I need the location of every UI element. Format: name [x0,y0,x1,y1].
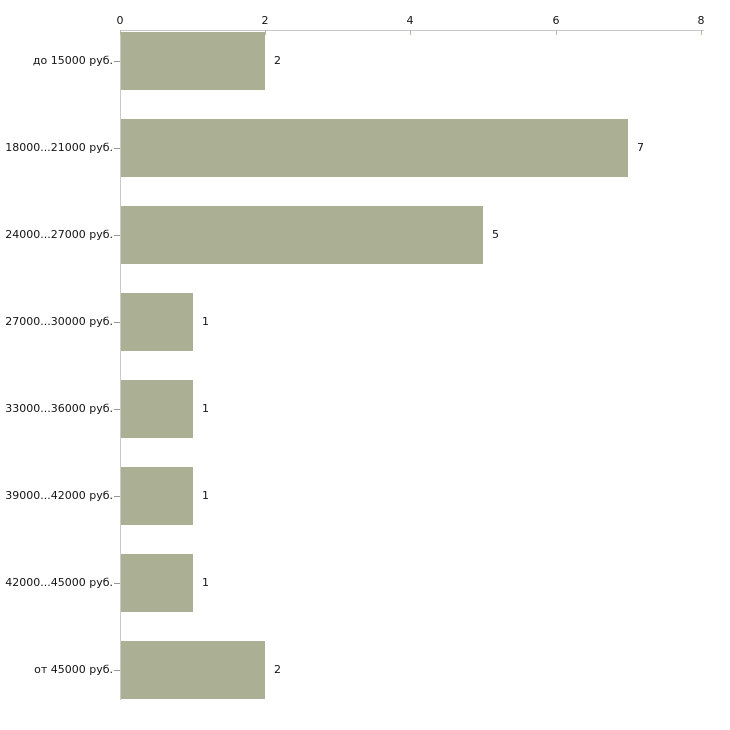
bar [121,467,193,525]
category-tick-mark [114,583,120,584]
category-label: 39000...42000 руб. [5,489,113,502]
bar [121,119,628,177]
bar [121,293,193,351]
x-axis-tick-label: 2 [261,14,269,27]
category-tick-mark [114,496,120,497]
bar-value-label: 5 [492,228,499,241]
x-axis-tick-mark [265,30,266,35]
y-axis-line [120,30,121,700]
category-tick-mark [114,61,120,62]
category-tick-mark [114,235,120,236]
category-label: 27000...30000 руб. [5,315,113,328]
bar-value-label: 7 [637,141,644,154]
category-tick-mark [114,670,120,671]
category-label: 42000...45000 руб. [5,576,113,589]
category-label: 18000...21000 руб. [5,141,113,154]
x-axis-tick-label: 6 [552,14,560,27]
x-axis-tick-mark [701,30,702,35]
bar-value-label: 1 [202,315,209,328]
category-label: до 15000 руб. [32,54,113,67]
bar [121,32,265,90]
x-axis-tick-label: 4 [406,14,414,27]
category-label: 24000...27000 руб. [5,228,113,241]
bar [121,554,193,612]
bar [121,206,483,264]
bar [121,380,193,438]
x-axis-tick-mark [556,30,557,35]
category-tick-mark [114,409,120,410]
category-tick-mark [114,148,120,149]
bar-value-label: 1 [202,402,209,415]
x-axis-line [120,30,704,31]
bar-value-label: 2 [274,663,281,676]
x-axis-tick-mark [410,30,411,35]
bar-value-label: 1 [202,576,209,589]
bar-value-label: 2 [274,54,281,67]
category-label: от 45000 руб. [34,663,113,676]
x-axis-tick-mark [120,30,121,35]
category-label: 33000...36000 руб. [5,402,113,415]
bar-value-label: 1 [202,489,209,502]
category-tick-mark [114,322,120,323]
x-axis-tick-label: 8 [697,14,705,27]
x-axis-tick-label: 0 [116,14,124,27]
bar [121,641,265,699]
